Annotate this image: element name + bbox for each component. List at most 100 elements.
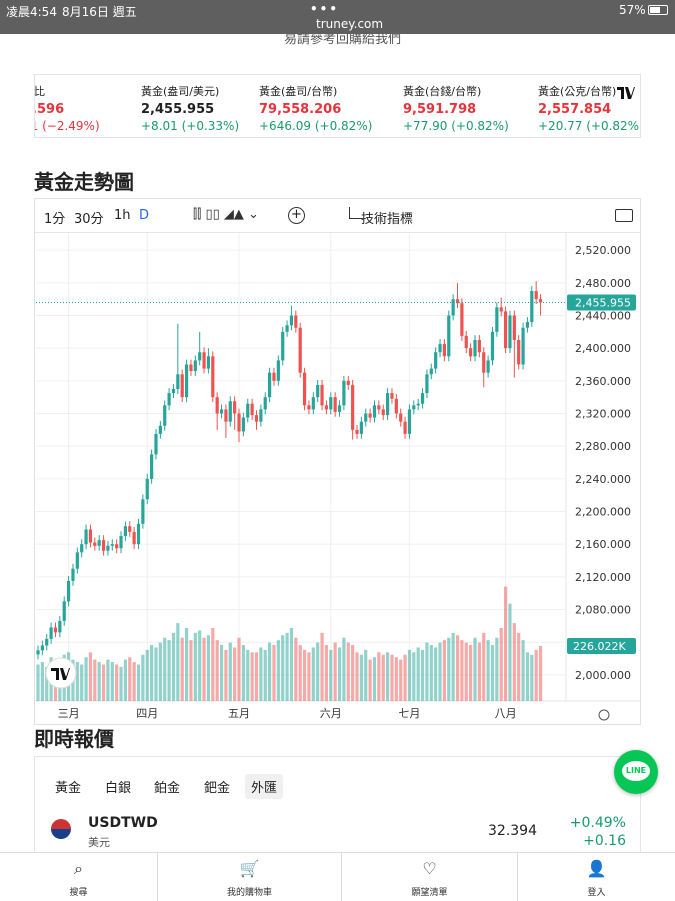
interval-button[interactable]: 30分	[74, 212, 104, 227]
tv-badge-logo	[51, 668, 70, 680]
ticker-strip: 銀比 5.596 21 (−2.49%) 黃金(盎司/美元) 2,455.955 +8.0…	[34, 74, 641, 138]
volume-bar	[530, 654, 534, 701]
candle-body	[193, 360, 197, 372]
candle-body	[97, 540, 101, 546]
volume-bar	[128, 657, 132, 701]
candle-body	[123, 526, 127, 537]
ticker[interactable]: 銀比 5.596 21 (−2.49%)	[35, 83, 100, 133]
candle-body	[377, 405, 381, 410]
ticker[interactable]: 黃金(盎司/台幣) 79,558.206 +646.09 (+0.82%)	[259, 83, 372, 133]
candle-body	[58, 620, 62, 633]
candle-body	[512, 315, 516, 340]
volume-bar	[132, 662, 136, 701]
volume-bar	[224, 649, 228, 701]
volume-bar	[490, 645, 495, 701]
candle-body	[215, 397, 219, 414]
quote-symbol[interactable]: USDTWD	[88, 815, 158, 831]
y-tick-label: 2,360.000	[575, 375, 631, 388]
screenshot-button[interactable]	[615, 209, 633, 222]
candle-body	[390, 393, 394, 399]
volume-bar	[464, 642, 468, 701]
volume-bar	[447, 637, 451, 701]
candle-body	[425, 374, 429, 394]
volume-bar	[499, 627, 503, 701]
candle-body	[224, 409, 228, 422]
candle-body	[106, 545, 110, 551]
candle-body	[88, 529, 93, 543]
nav-icon: ⌕	[74, 859, 83, 878]
tv-badge	[45, 657, 77, 689]
nav-item[interactable]: ♡ 願望清單	[341, 853, 517, 901]
volume-bar	[189, 640, 193, 701]
candle-body	[145, 478, 149, 500]
volume-bar	[316, 642, 320, 701]
volume-bar	[154, 647, 158, 701]
volume-bar	[307, 652, 311, 701]
volume-bar	[525, 652, 530, 701]
volume-bar	[193, 632, 197, 701]
quote-tab[interactable]: 黃金	[55, 781, 82, 796]
tv-logo	[617, 87, 635, 99]
candle-body	[416, 403, 420, 406]
candle-body	[202, 352, 206, 369]
volume-bar	[93, 659, 97, 701]
nav-item[interactable]: ⌕ 搜尋	[0, 853, 157, 901]
interval-button[interactable]: 1h	[114, 208, 131, 223]
candle-body	[101, 540, 106, 551]
candle-body	[351, 384, 355, 430]
ticker[interactable]: 黃金(台錢/台幣) 9,591.798 +77.90 (+0.82%)	[403, 83, 509, 133]
ticker[interactable]: 黃金(公克/台幣) 2,557.854 +20.77 (+0.82%)	[538, 83, 640, 133]
candle-body	[241, 417, 245, 432]
quote-tab[interactable]: 鉑金	[154, 781, 181, 796]
y-tick-label: 2,320.000	[575, 408, 631, 421]
volume-bar	[517, 632, 521, 701]
nav-item[interactable]: 🛒 我的購物車	[157, 853, 341, 901]
banner-text: 易請參考回購給我們	[284, 34, 402, 47]
volume-bar	[521, 640, 525, 701]
add-button[interactable]: +	[288, 207, 305, 224]
candle-body	[342, 380, 346, 406]
volume-bar	[508, 603, 512, 701]
volume-bar	[75, 662, 79, 701]
interval-button[interactable]: D	[139, 208, 150, 223]
quote-tab[interactable]: 外匯	[245, 774, 284, 799]
volume-bar	[477, 642, 481, 701]
candle-body	[93, 542, 97, 546]
candle-body	[45, 638, 49, 646]
y-tick-label: 2,200.000	[575, 506, 631, 519]
battery-icon	[648, 5, 668, 15]
quote-name: 美元	[88, 836, 110, 849]
candle-body	[259, 409, 263, 422]
candle-body	[372, 405, 377, 418]
candle-body	[158, 425, 162, 434]
candle-body	[307, 405, 311, 410]
volume-bar	[425, 642, 429, 701]
interval-button[interactable]: 1分	[44, 212, 66, 227]
indicator-icon[interactable]	[349, 207, 363, 219]
chart-type-icons[interactable]: ⫿⫿ ▯▯ ◢▲ ⌄	[193, 207, 259, 222]
volume-bar	[215, 640, 219, 701]
ticker-change: +77.90 (+0.82%)	[403, 119, 509, 133]
volume-bar	[246, 649, 250, 701]
y-tick-label: 2,160.000	[575, 538, 631, 551]
candle-body	[473, 339, 477, 357]
ticker[interactable]: 黃金(盎司/美元) 2,455.955 +8.01 (+0.33%)	[141, 83, 239, 133]
volume-bar	[412, 652, 416, 701]
time: 凌晨4:54	[6, 5, 57, 19]
candle-body	[128, 526, 132, 532]
candle-body	[206, 356, 211, 369]
quote-tab[interactable]: 鈀金	[204, 781, 231, 796]
line-button[interactable]: LINE	[614, 750, 658, 794]
candle-body	[482, 352, 486, 373]
volume-bar	[359, 654, 363, 701]
quote-tab[interactable]: 白銀	[105, 781, 132, 796]
url[interactable]: truney.com	[316, 17, 384, 31]
nav-icon: ♡	[422, 859, 437, 878]
candle-body	[110, 544, 114, 546]
volume-bar	[324, 645, 329, 701]
candle-body	[53, 627, 58, 633]
candle-body	[272, 372, 276, 381]
indicators-button[interactable]: 技術指標	[361, 212, 414, 227]
nav-item[interactable]: 👤 登入	[517, 853, 675, 901]
